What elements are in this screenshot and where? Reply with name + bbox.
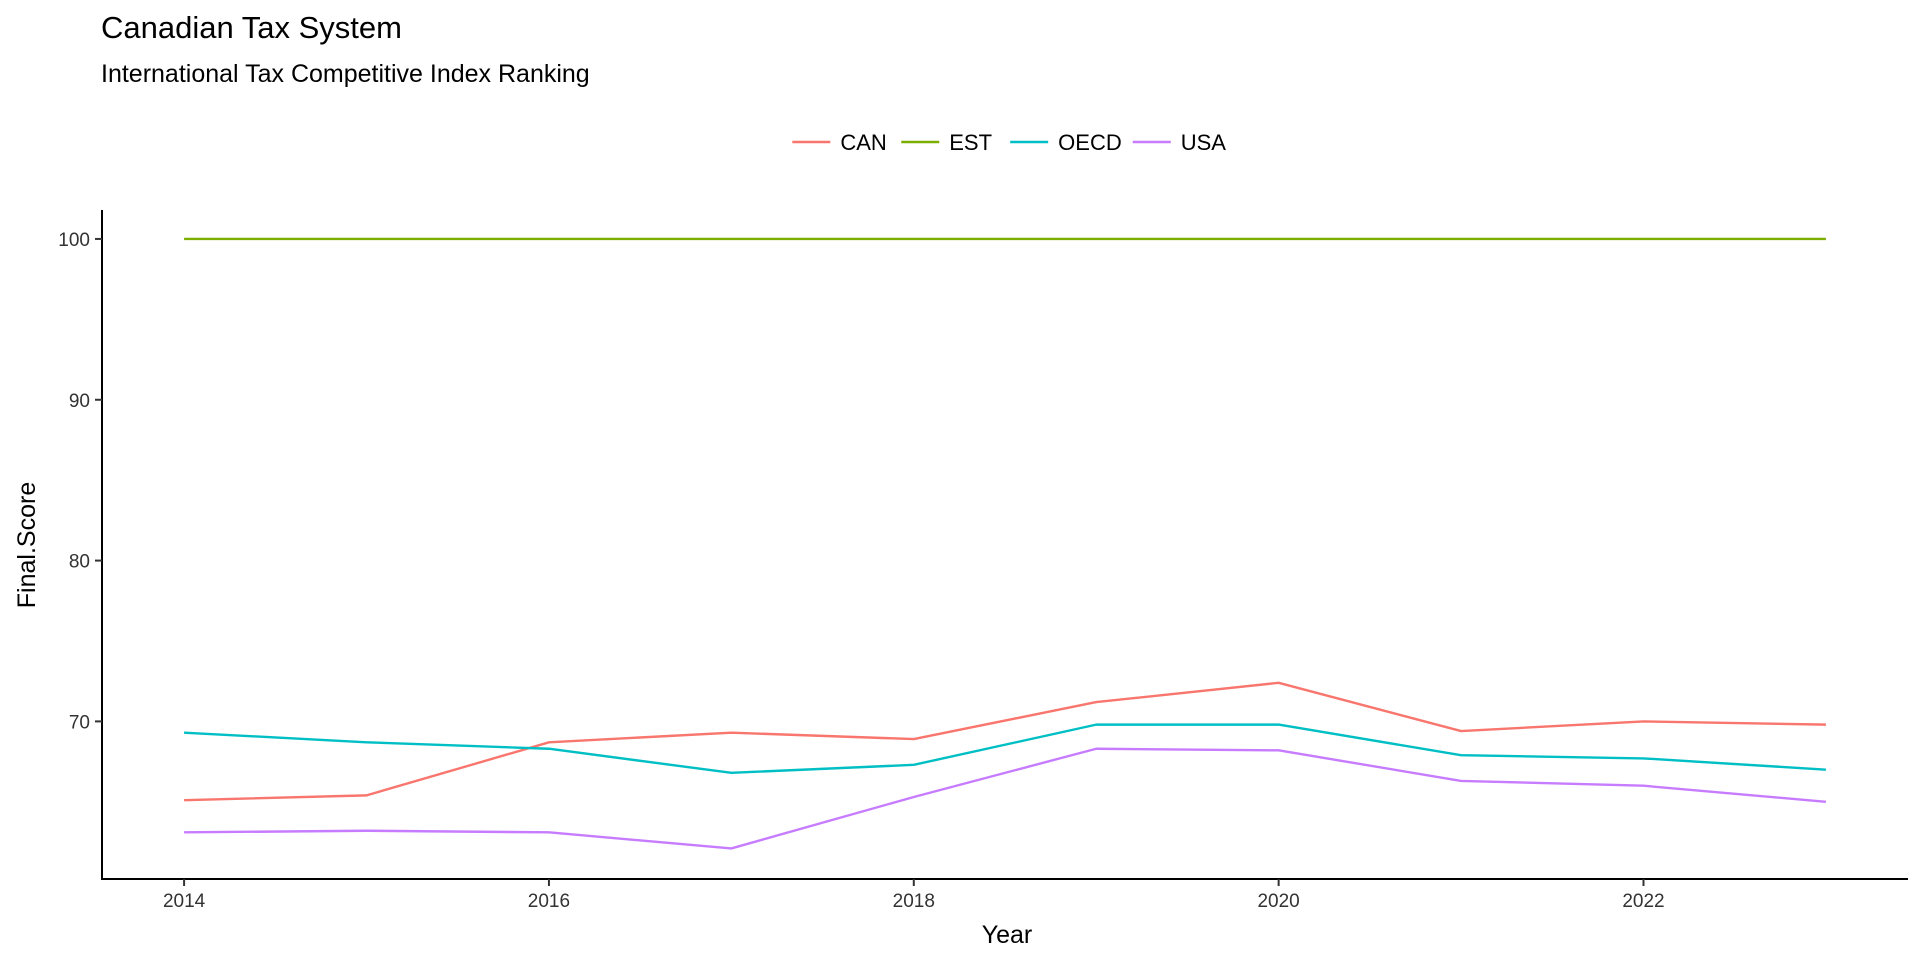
x-tick-label: 2020 <box>1257 891 1299 912</box>
legend-item-can: CAN <box>792 130 887 155</box>
chart-subtitle: International Tax Competitive Index Rank… <box>101 60 590 88</box>
x-tick-label: 2014 <box>163 891 206 912</box>
legend: CAN EST OECD USA <box>792 130 1226 155</box>
y-tick-label: 100 <box>58 230 90 251</box>
legend-item-est: EST <box>901 130 992 155</box>
legend-item-usa: USA <box>1132 130 1227 155</box>
series-layer <box>184 237 1827 850</box>
x-tick-label: 2016 <box>528 891 570 912</box>
series-line-oecd <box>184 723 1826 775</box>
x-axis-ticks: 2014 2016 2018 2020 2022 <box>163 879 1665 912</box>
y-tick-label: 90 <box>69 391 90 412</box>
chart-title: Canadian Tax System <box>101 10 402 45</box>
x-tick-label: 2022 <box>1622 891 1664 912</box>
legend-label: USA <box>1181 130 1227 155</box>
legend-item-oecd: OECD <box>1010 130 1122 155</box>
plot-area: 2014 2016 2018 2020 2022 70 80 90 100 <box>58 210 1908 912</box>
series-line-can <box>184 681 1826 802</box>
legend-label: EST <box>949 130 992 155</box>
legend-label: OECD <box>1058 130 1122 155</box>
x-tick-label: 2018 <box>893 891 935 912</box>
y-tick-label: 70 <box>69 712 90 733</box>
series-line-usa <box>184 747 1827 850</box>
y-axis-ticks: 70 80 90 100 <box>58 230 102 733</box>
y-tick-label: 80 <box>69 552 90 573</box>
legend-label: CAN <box>840 130 886 155</box>
x-axis-title: Year <box>982 921 1033 949</box>
y-axis-title: Final.Score <box>13 482 41 608</box>
